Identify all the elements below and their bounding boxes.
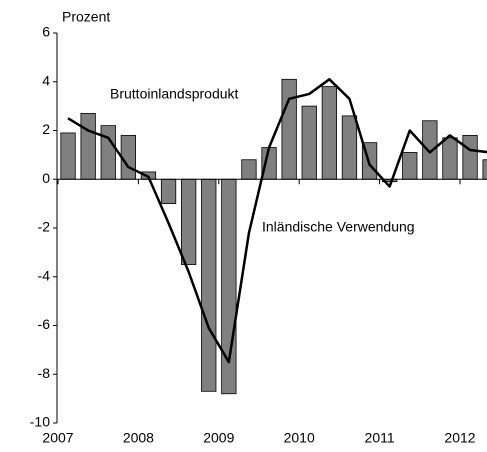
- x-tick-label: 2007: [42, 430, 73, 446]
- x-tick-label: 2010: [284, 430, 315, 446]
- bar: [100, 125, 116, 180]
- y-tick-label: -6: [38, 316, 51, 332]
- x-tick-label: 2009: [203, 430, 234, 446]
- bar: [281, 78, 297, 180]
- y-tick-label: -8: [38, 365, 51, 381]
- bar: [321, 86, 337, 180]
- y-tick-label: 4: [42, 72, 50, 88]
- x-tick-label: 2012: [444, 430, 475, 446]
- bar: [462, 134, 478, 180]
- x-tick-label: 2011: [365, 430, 395, 446]
- line: [67, 78, 487, 364]
- y-tick-label: -10: [30, 414, 50, 430]
- bar: [301, 105, 317, 180]
- bar: [201, 178, 217, 392]
- y-tick-label: -4: [38, 267, 51, 283]
- y-axis-label: Prozent: [62, 9, 110, 25]
- annotation: Inländische Verwendung: [262, 219, 415, 235]
- annotation: Bruttoinlandsprodukt: [110, 86, 239, 102]
- bar: [482, 159, 487, 180]
- bar: [160, 178, 177, 205]
- y-tick-label: -2: [38, 219, 51, 235]
- bar: [120, 134, 136, 180]
- x-tick-label: 2008: [123, 430, 154, 446]
- bar: [181, 178, 197, 265]
- bar: [80, 113, 96, 180]
- y-tick-label: 0: [42, 170, 50, 186]
- y-tick-label: 2: [42, 121, 50, 137]
- bar: [60, 132, 76, 180]
- bar: [402, 152, 418, 180]
- bar: [241, 159, 257, 180]
- bar: [442, 137, 458, 180]
- y-tick-label: 6: [42, 24, 50, 40]
- bar: [341, 115, 358, 180]
- bar: [422, 120, 438, 180]
